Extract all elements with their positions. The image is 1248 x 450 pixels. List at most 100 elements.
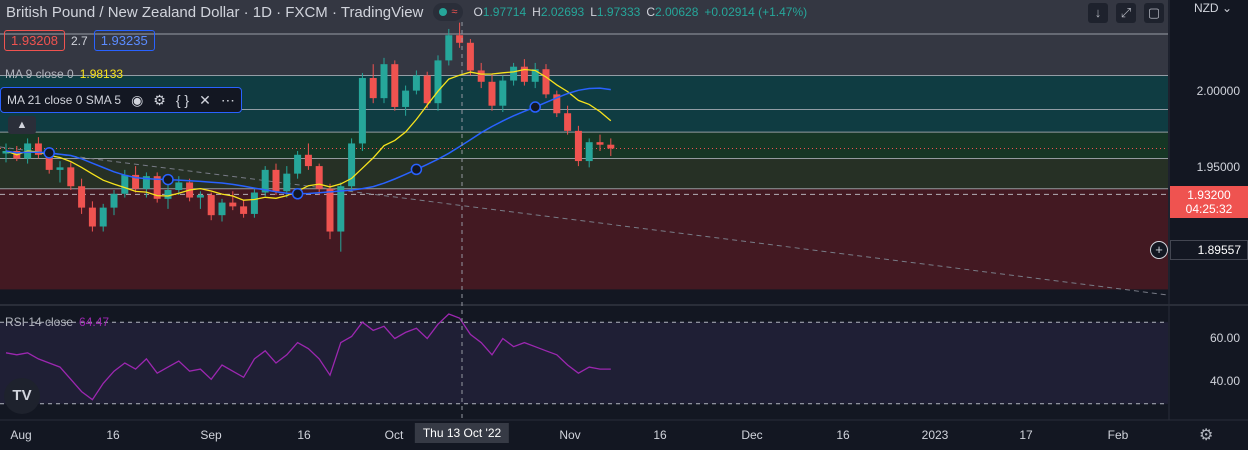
candle-body — [229, 202, 237, 207]
title-bar: British Pound / New Zealand Dollar · 1D … — [6, 3, 807, 21]
ohlc-readout: O1.97714 H2.02693 L1.97333 C2.00628 +0.0… — [473, 5, 808, 19]
candle-body — [596, 142, 604, 145]
candle-body — [272, 169, 280, 192]
time-label: Aug — [10, 428, 32, 442]
candle-body — [391, 64, 399, 107]
candle-body — [337, 186, 345, 232]
candle-body — [520, 66, 528, 82]
maximize-button[interactable]: ▢ — [1144, 3, 1164, 23]
ma9-label: MA 9 close 0 — [5, 67, 74, 81]
candle-body — [240, 206, 248, 214]
candle-body — [564, 113, 572, 131]
change-readout: +0.02914 (+1.47%) — [704, 5, 808, 19]
candle-body — [434, 60, 442, 104]
time-label: Feb — [1107, 428, 1129, 442]
ma21-label: MA 21 close 0 SMA 5 — [7, 93, 122, 107]
close-icon[interactable]: ✕ — [199, 91, 211, 108]
ma21-marker — [410, 163, 423, 176]
tradingview-logo[interactable]: TV — [4, 378, 40, 414]
chevron-down-icon: ⌄ — [1218, 1, 1232, 15]
candle-body — [196, 195, 204, 198]
eye-icon[interactable]: ◉ — [131, 91, 144, 108]
expand-icon: ⤢ — [1120, 5, 1132, 20]
candle-body — [67, 167, 75, 187]
price-label: 1.95000 — [1196, 160, 1240, 174]
candle-body — [348, 143, 356, 187]
time-label: Sep — [200, 428, 222, 442]
time-label: 2023 — [921, 428, 949, 442]
candle-body — [358, 78, 366, 144]
buy-button[interactable]: 1.93235 — [93, 30, 155, 51]
candle-body — [315, 166, 323, 189]
candle-body — [477, 70, 485, 82]
rsi-value: 64.47 — [79, 315, 110, 329]
ma9-value: 1.98133 — [79, 67, 124, 81]
rsi-label: RSI 14 close — [5, 315, 74, 329]
crosshair-date-tag: Thu 13 Oct '22 — [414, 423, 510, 443]
time-label: 16 — [653, 428, 667, 442]
candle-body — [78, 186, 86, 208]
trend-line — [0, 146, 1169, 296]
plus-icon: + — [1155, 242, 1163, 257]
settings-gear-icon[interactable]: ⚙ — [1199, 427, 1214, 444]
ma21-line — [5, 87, 611, 195]
code-braces-icon[interactable]: { } — [175, 92, 190, 108]
time-label: 16 — [106, 428, 120, 442]
ma21-marker — [162, 173, 174, 186]
price-zone — [0, 132, 1168, 159]
candle-body — [207, 195, 215, 216]
candle-body — [445, 35, 453, 61]
bar-countdown: 04:25:32 — [1185, 202, 1233, 216]
current-price: 1.93200 — [1187, 188, 1231, 202]
time-label: Oct — [384, 428, 404, 442]
candle-body — [175, 182, 183, 191]
candle-body — [110, 193, 118, 208]
square-icon: ▢ — [1147, 5, 1161, 20]
collapse-legend-button[interactable]: ▲ — [8, 116, 36, 134]
candle-body — [294, 154, 302, 174]
ma9-legend[interactable]: MA 9 close 0 1.98133 — [5, 67, 123, 81]
candle-body — [164, 190, 172, 199]
add-alert-button[interactable]: + — [1150, 241, 1168, 259]
candle-body — [380, 64, 388, 99]
candle-body — [488, 81, 496, 106]
trade-panel: 1.93208 2.7 1.93235 — [4, 30, 155, 51]
gear-icon[interactable]: ⚙ — [153, 91, 166, 108]
ma9-line — [5, 68, 612, 201]
currency-selector[interactable]: NZD ⌄ — [1193, 1, 1232, 15]
market-status-pill[interactable]: ≈ — [433, 3, 464, 21]
ma21-legend[interactable]: MA 21 close 0 SMA 5 ◉ ⚙ { } ✕ ⋯ — [0, 87, 242, 113]
price-zone — [0, 188, 1168, 290]
more-icon[interactable]: ⋯ — [220, 91, 235, 108]
wave-icon: ≈ — [451, 6, 458, 18]
candle-body — [250, 192, 258, 214]
sell-button[interactable]: 1.93208 — [4, 30, 65, 51]
spread-value: 2.7 — [71, 33, 88, 48]
candle-body — [45, 154, 53, 170]
candle-body — [283, 173, 291, 192]
candle-body — [466, 42, 474, 71]
candle-body — [2, 151, 10, 154]
download-button[interactable]: ↓ — [1088, 3, 1108, 23]
time-label: 17 — [1019, 428, 1033, 442]
ma21-marker — [529, 101, 541, 113]
arrow-down-icon: ↓ — [1094, 5, 1102, 20]
candle-body — [88, 207, 96, 227]
current-price-tag: 1.93200 04:25:32 — [1170, 186, 1248, 218]
candle-body — [56, 167, 64, 170]
candle-body — [304, 154, 312, 167]
fullscreen-button[interactable]: ⤢ — [1116, 3, 1136, 23]
crosshair-price-tag: 1.89557 — [1170, 240, 1248, 260]
candle-body — [542, 69, 550, 95]
candle-body — [34, 143, 42, 155]
candle-body — [574, 130, 582, 162]
candle-body — [510, 66, 518, 81]
time-label: 16 — [297, 428, 311, 442]
candle-body — [402, 90, 410, 107]
time-label: 16 — [836, 428, 850, 442]
rsi-legend[interactable]: RSI 14 close 64.47 — [5, 315, 109, 329]
rsi-band — [0, 322, 1168, 404]
candle-body — [585, 142, 593, 162]
candle-body — [142, 176, 150, 189]
